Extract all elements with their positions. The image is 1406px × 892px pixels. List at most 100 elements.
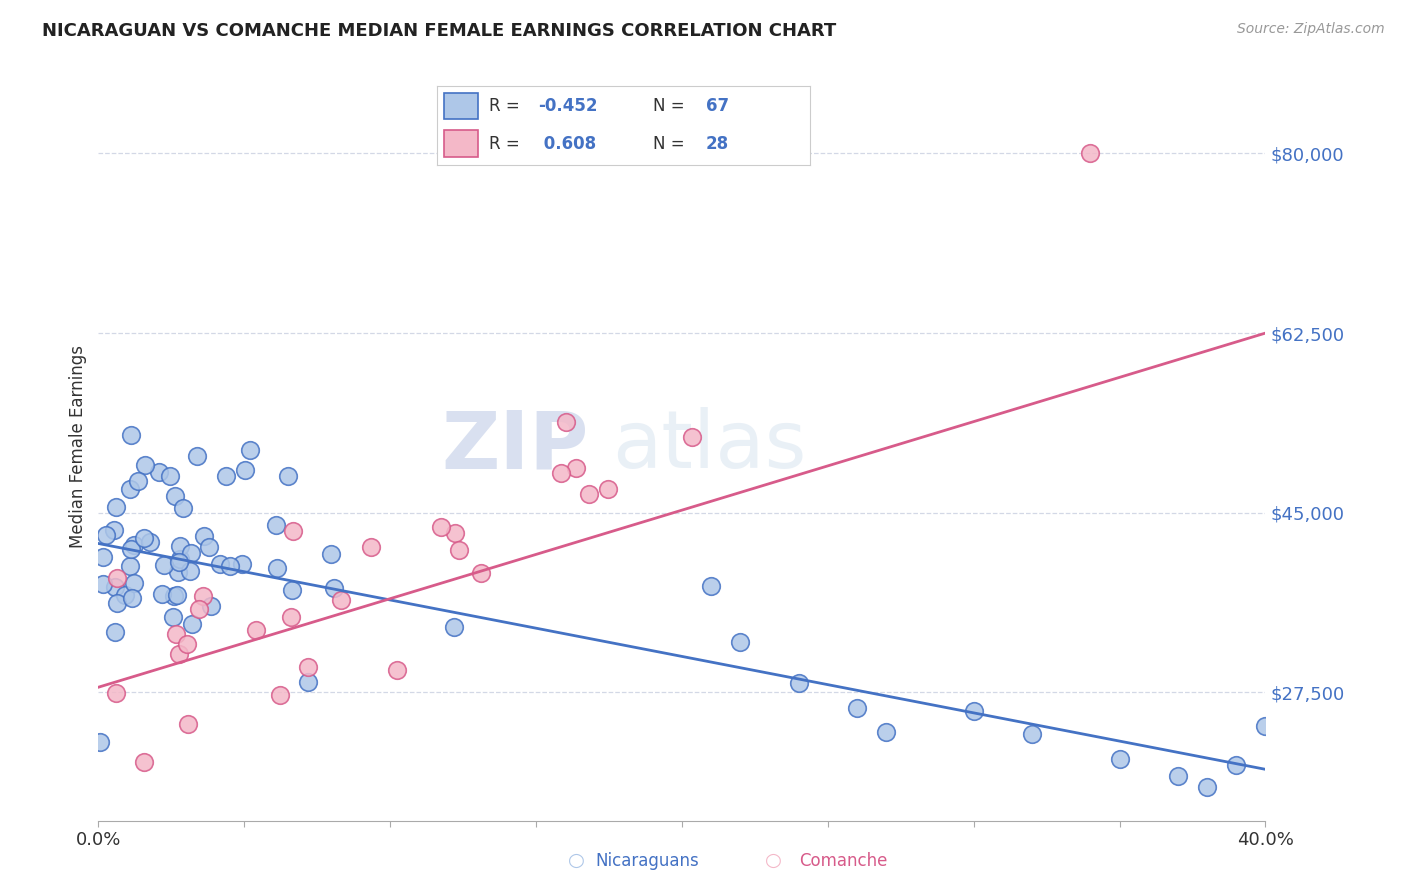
Point [846, 700, 869, 714]
Point [1080, 146, 1102, 161]
Point [105, 571, 128, 585]
Point [277, 468, 299, 483]
Point [564, 461, 586, 475]
Point [187, 602, 209, 616]
Point [193, 529, 215, 543]
Point [297, 660, 319, 674]
Text: Comanche: Comanche [800, 852, 887, 870]
Point [962, 704, 984, 718]
Y-axis label: Median Female Earnings: Median Female Earnings [69, 344, 87, 548]
Point [429, 520, 451, 534]
Point [167, 555, 190, 569]
Point [91, 549, 114, 564]
Point [280, 610, 302, 624]
Point [124, 576, 146, 591]
Point [118, 482, 141, 496]
Point [191, 590, 214, 604]
Point [176, 637, 198, 651]
Point [169, 539, 191, 553]
Point [444, 525, 467, 540]
Point [179, 564, 201, 578]
Point [245, 623, 267, 637]
Point [578, 487, 600, 501]
Text: NICARAGUAN VS COMANCHE MEDIAN FEMALE EARNINGS CORRELATION CHART: NICARAGUAN VS COMANCHE MEDIAN FEMALE EAR… [42, 22, 837, 40]
Point [200, 599, 222, 614]
Point [550, 466, 572, 480]
Point [443, 620, 465, 634]
Point [1021, 727, 1043, 741]
Point [104, 500, 127, 514]
Text: Source: ZipAtlas.com: Source: ZipAtlas.com [1237, 22, 1385, 37]
Point [281, 524, 304, 539]
Point [186, 449, 208, 463]
Point [167, 647, 190, 661]
Point [114, 588, 136, 602]
Text: Nicaraguans: Nicaraguans [595, 852, 699, 870]
Point [198, 540, 221, 554]
Point [1225, 757, 1247, 772]
Point [127, 474, 149, 488]
Point [219, 558, 242, 573]
Point [120, 542, 142, 557]
Point [120, 427, 142, 442]
Point [159, 469, 181, 483]
Text: ZIP: ZIP [441, 407, 589, 485]
Point [233, 463, 256, 477]
Point [329, 593, 352, 607]
Point [180, 546, 202, 560]
Point [181, 616, 204, 631]
Point [1254, 719, 1277, 733]
Point [264, 518, 287, 533]
Point [730, 635, 752, 649]
Point [319, 547, 342, 561]
Point [139, 534, 162, 549]
Text: ○: ○ [568, 851, 585, 871]
Point [449, 542, 471, 557]
Point [163, 489, 186, 503]
Point [266, 561, 288, 575]
Point [148, 465, 170, 479]
Point [555, 415, 578, 429]
Text: atlas: atlas [612, 407, 806, 485]
Point [162, 609, 184, 624]
Point [280, 583, 302, 598]
Point [163, 590, 186, 604]
Point [134, 458, 156, 472]
Point [150, 587, 173, 601]
Point [875, 725, 897, 739]
Point [104, 624, 127, 639]
Point [172, 500, 194, 515]
Point [166, 588, 188, 602]
Point [91, 577, 114, 591]
Point [1108, 751, 1130, 765]
Point [169, 552, 191, 566]
Point [120, 558, 142, 573]
Point [167, 566, 190, 580]
Point [122, 538, 145, 552]
Point [105, 595, 128, 609]
Point [94, 528, 117, 542]
Point [681, 430, 703, 444]
Point [152, 558, 174, 573]
Point [239, 442, 262, 457]
Point [360, 540, 382, 554]
Point [269, 688, 291, 702]
Point [104, 580, 127, 594]
Point [700, 579, 723, 593]
Point [208, 558, 231, 572]
Point [1167, 768, 1189, 782]
Point [165, 627, 187, 641]
Point [231, 558, 253, 572]
Point [89, 735, 111, 749]
Point [103, 524, 125, 538]
Point [385, 663, 408, 677]
Point [132, 531, 155, 545]
Point [215, 469, 238, 483]
Point [297, 674, 319, 689]
Point [121, 591, 143, 606]
Point [1195, 780, 1218, 794]
Point [322, 582, 344, 596]
Text: ○: ○ [765, 851, 782, 871]
Point [132, 756, 155, 770]
Point [596, 482, 619, 496]
